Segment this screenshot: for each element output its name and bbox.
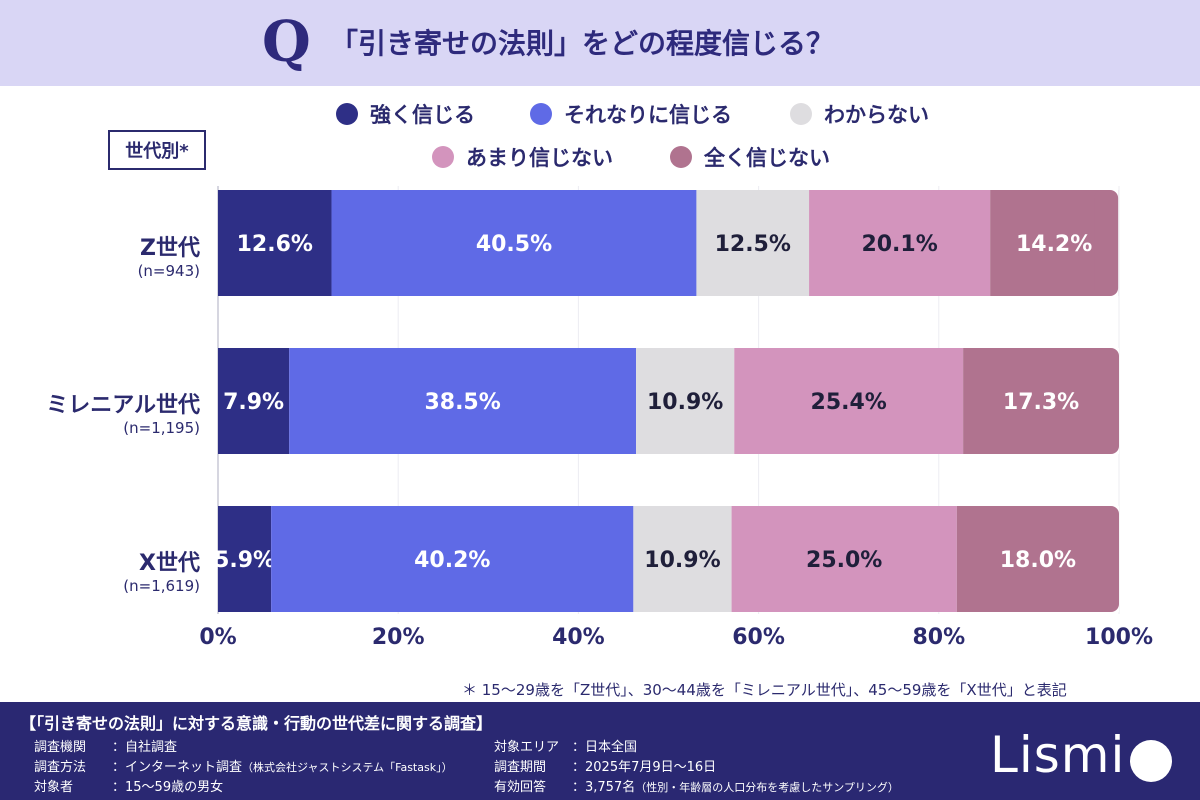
bar-segment-end — [1095, 506, 1119, 612]
info-responses: 有効回答 ：3,757名（性別・年齢層の人口分布を考慮したサンプリング） — [494, 776, 899, 795]
bar-segment — [956, 506, 1119, 612]
bar-segment — [218, 348, 290, 454]
info-value: ：3,757名 — [572, 780, 636, 795]
legend-label: わからない — [824, 103, 929, 127]
legend-swatch — [790, 103, 812, 125]
mascot-icon — [1130, 740, 1172, 782]
info-target: 対象者 ：15〜59歳の男女 — [34, 776, 223, 795]
data-label: 17.3% — [1003, 390, 1079, 415]
bar-segment — [636, 348, 735, 454]
data-label: 25.4% — [811, 390, 887, 415]
x-tick-label: 100% — [1085, 625, 1153, 650]
legend-label: それなりに信じる — [564, 103, 732, 127]
bar-segment — [633, 506, 732, 612]
info-period: 調査期間 ：2025年7月9日〜16日 — [494, 756, 716, 775]
x-tick-label: 80% — [912, 625, 965, 650]
info-note: （性別・年齢層の人口分布を考慮したサンプリング） — [635, 781, 899, 794]
bar-segment-end — [1095, 348, 1119, 454]
info-value: ：日本全国 — [572, 740, 638, 755]
legend-swatch — [530, 103, 552, 125]
data-label: 40.5% — [476, 232, 552, 257]
data-label: 5.9% — [214, 548, 275, 573]
info-key: 調査機関 — [34, 740, 87, 755]
category-sample-size: (n=943) — [137, 262, 200, 280]
header-banner: Q 「引き寄せの法則」をどの程度信じる？ — [0, 0, 1200, 86]
q-mark: Q — [262, 9, 311, 75]
legend-item-unsure: わからない — [790, 99, 929, 129]
data-label: 25.0% — [806, 548, 882, 573]
legend-label: 全く信じない — [704, 146, 830, 170]
data-label: 10.9% — [644, 548, 720, 573]
bar-segment — [289, 348, 637, 454]
row-label-millennial: ミレニアル世代 (n=1,195) — [46, 387, 200, 437]
category-name: X世代 — [139, 551, 200, 576]
data-label: 10.9% — [647, 390, 723, 415]
info-value: ：インターネット調査 — [112, 760, 243, 775]
row-label-x: X世代 (n=1,619) — [123, 545, 200, 595]
data-label: 12.6% — [237, 232, 313, 257]
category-sample-size: (n=1,195) — [123, 419, 200, 437]
row-label-z: Z世代 (n=943) — [138, 230, 200, 280]
x-tick-label: 20% — [372, 625, 425, 650]
info-value: ：自社調査 — [112, 740, 178, 755]
legend-label: 強く信じる — [370, 103, 475, 127]
info-method: 調査方法 ：インターネット調査（株式会社ジャストシステム「Fastask」） — [34, 756, 453, 775]
data-label: 38.5% — [424, 390, 500, 415]
bar-segment — [271, 506, 634, 612]
data-label: 40.2% — [414, 548, 490, 573]
bar-segment — [734, 348, 964, 454]
data-label: 20.1% — [861, 232, 937, 257]
survey-title: 【「引き寄せの法則」に対する意識・行動の世代差に関する調査】 — [20, 714, 493, 733]
bar-segment — [218, 190, 332, 296]
lismi-logo: Lismi — [990, 726, 1126, 784]
bar-segment — [731, 506, 957, 612]
legend-item-not-really-believe: あまり信じない — [432, 142, 613, 172]
legend-swatch — [670, 146, 692, 168]
info-key: 対象エリア — [494, 740, 560, 755]
x-tick-label: 60% — [732, 625, 785, 650]
legend-item-somewhat-believe: それなりに信じる — [530, 99, 732, 129]
x-tick-label: 0% — [199, 625, 236, 650]
info-key: 調査方法 — [34, 760, 87, 775]
x-tick-label: 40% — [552, 625, 605, 650]
category-name: ミレニアル世代 — [46, 393, 200, 418]
bar-segment-end — [1094, 190, 1119, 296]
data-label: 14.2% — [1016, 232, 1092, 257]
bar-segment — [809, 190, 991, 296]
data-label: 18.0% — [1000, 548, 1076, 573]
info-key: 有効回答 — [494, 780, 547, 795]
info-area: 対象エリア ：日本全国 — [494, 736, 637, 755]
bar-segment — [218, 506, 272, 612]
bar-segment — [331, 190, 697, 296]
info-value: ：2025年7月9日〜16日 — [572, 760, 717, 775]
legend-item-not-at-all: 全く信じない — [670, 142, 830, 172]
survey-footer: 【「引き寄せの法則」に対する意識・行動の世代差に関する調査】 調査機関 ：自社調査… — [0, 702, 1200, 800]
category-sample-size: (n=1,619) — [123, 577, 200, 595]
question-title: 「引き寄せの法則」をどの程度信じる？ — [330, 27, 835, 60]
legend-swatch — [336, 103, 358, 125]
bar-segment — [963, 348, 1119, 454]
generation-badge: 世代別* — [108, 130, 206, 170]
info-key: 調査期間 — [494, 760, 547, 775]
info-value: ：15〜59歳の男女 — [112, 780, 224, 795]
footnote: ＊ 15〜29歳を「Z世代」、30〜44歳を「ミレニアル世代」、45〜59歳を「… — [462, 681, 1067, 699]
info-org: 調査機関 ：自社調査 — [34, 736, 177, 755]
data-label: 7.9% — [223, 390, 284, 415]
bar-segment — [696, 190, 810, 296]
legend-label: あまり信じない — [466, 146, 613, 170]
legend-item-strongly-believe: 強く信じる — [336, 99, 475, 129]
data-label: 12.5% — [715, 232, 791, 257]
category-name: Z世代 — [140, 236, 200, 261]
info-key: 対象者 — [34, 780, 74, 795]
info-note: （株式会社ジャストシステム「Fastask」） — [242, 761, 453, 774]
legend-swatch — [432, 146, 454, 168]
